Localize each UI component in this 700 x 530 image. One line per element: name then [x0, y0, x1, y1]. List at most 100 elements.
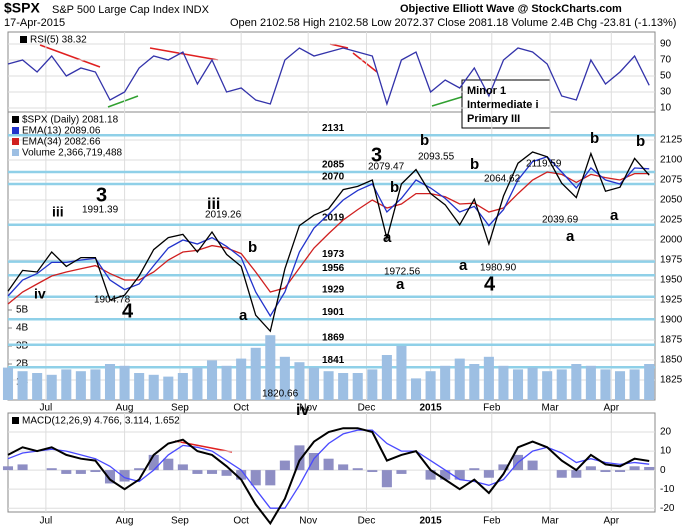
volume-bar	[134, 373, 145, 400]
x-tick-label: Jul	[39, 403, 52, 414]
histogram-bar	[46, 468, 57, 471]
histogram-bar	[644, 466, 655, 471]
volume-bar	[367, 369, 378, 400]
wave-label: b	[636, 133, 645, 150]
volume-bar	[206, 360, 218, 400]
volume-bar	[163, 376, 174, 400]
histogram-bar	[265, 470, 276, 486]
x-tick-label: Mar	[541, 516, 559, 527]
volume-bar	[265, 335, 276, 400]
histogram-bar	[498, 464, 509, 471]
histogram-bar	[279, 460, 290, 471]
histogram-bar	[338, 464, 349, 471]
wave-label: a	[566, 228, 575, 245]
y-tick-label: 90	[660, 39, 672, 50]
y-tick-label: 1900	[660, 315, 683, 326]
volume-bar	[192, 367, 203, 400]
series-line	[7, 47, 650, 107]
volume-bar	[396, 346, 407, 400]
volume-bar	[527, 367, 538, 400]
legend-label: EMA(13) 2089.06	[22, 126, 101, 137]
legend-label: MACD(12,26,9) 4.766, 3.114, 1.652	[22, 416, 180, 427]
histogram-bar	[206, 470, 218, 474]
histogram-bar	[367, 470, 378, 473]
y-tick-label: 10	[660, 446, 672, 457]
x-tick-label: Feb	[483, 516, 501, 527]
histogram-bar	[2, 466, 14, 471]
level-label: 1973	[322, 249, 345, 260]
volume-bar	[32, 373, 43, 400]
histogram-bar	[629, 466, 640, 471]
volume-bar	[614, 371, 626, 400]
legend-swatch	[12, 138, 19, 145]
x-tick-label: Aug	[116, 516, 134, 527]
y-tick-label: 1975	[660, 255, 683, 266]
volume-bar	[119, 365, 130, 400]
symbol: $SPX	[4, 0, 40, 16]
volume-bar	[323, 371, 334, 400]
x-tick-label: 2015	[419, 403, 442, 414]
y-tick-label: 30	[660, 87, 672, 98]
wave-label: 2093.55	[418, 152, 455, 163]
y-tick-label: 50	[660, 71, 672, 82]
y-tick-label: 2100	[660, 155, 683, 166]
series-line	[7, 171, 650, 305]
volume-bar	[498, 365, 509, 400]
x-tick-label: Sep	[171, 516, 189, 527]
y-tick-label: 20	[660, 427, 672, 438]
volume-bar	[46, 374, 57, 400]
volume-bar	[104, 364, 116, 400]
histogram-bar	[192, 470, 203, 474]
y-tick-label: 70	[660, 55, 672, 66]
volume-bar	[571, 364, 582, 400]
volume-bar	[585, 365, 596, 400]
x-tick-label: Apr	[604, 516, 620, 527]
histogram-bar	[571, 470, 582, 478]
legend-swatch	[12, 116, 19, 123]
level-label: 1869	[322, 332, 345, 343]
legend-swatch	[12, 127, 19, 134]
volume-bar	[17, 371, 28, 400]
wave-label: 1904.78	[94, 295, 131, 306]
histogram-bar	[440, 470, 451, 480]
level-label: 2019	[322, 212, 345, 223]
y-tick-label: 1875	[660, 335, 683, 346]
histogram-bar	[425, 470, 436, 480]
volume-bar	[469, 364, 480, 400]
x-tick-label: Nov	[299, 516, 317, 527]
credit: Objective Elliott Wave @ StockCharts.com	[400, 3, 622, 15]
wave-label: a	[396, 276, 405, 293]
volume-bar	[221, 365, 232, 400]
wave-label: 2079.47	[368, 162, 405, 173]
wave-label: 4	[122, 300, 134, 322]
y-tick-label: 2125	[660, 135, 683, 146]
volume-bar	[644, 364, 655, 400]
volume-bar	[294, 362, 305, 400]
level-label: 1929	[322, 284, 345, 295]
y-tick-label: 10	[660, 103, 672, 114]
wave-label: 1972.56	[384, 267, 421, 278]
y2-tick-label: 5B	[16, 305, 29, 316]
x-tick-label: Dec	[358, 403, 376, 414]
wave-label: iii	[207, 196, 220, 213]
wave-label: iv	[34, 286, 46, 302]
y-tick-label: 1950	[660, 275, 683, 286]
legend-swatch	[20, 36, 27, 43]
histogram-bar	[614, 470, 626, 473]
volume-bar	[236, 358, 247, 400]
legend-label: $SPX (Daily) 2081.18	[22, 115, 119, 126]
histogram-bar	[323, 458, 334, 471]
volume-bar	[381, 355, 392, 400]
legend-label: EMA(34) 2082.66	[22, 137, 101, 148]
x-tick-label: Nov	[299, 403, 317, 414]
wave-label: iv	[296, 402, 309, 419]
volume-bar	[600, 369, 611, 400]
wave-label: 1980.90	[480, 263, 517, 274]
histogram-bar	[134, 468, 145, 471]
level-label: 2131	[322, 123, 345, 134]
histogram-bar	[585, 466, 596, 471]
wave-label: 1991.39	[82, 205, 119, 216]
histogram-bar	[396, 470, 407, 474]
volume-bar	[542, 371, 553, 400]
